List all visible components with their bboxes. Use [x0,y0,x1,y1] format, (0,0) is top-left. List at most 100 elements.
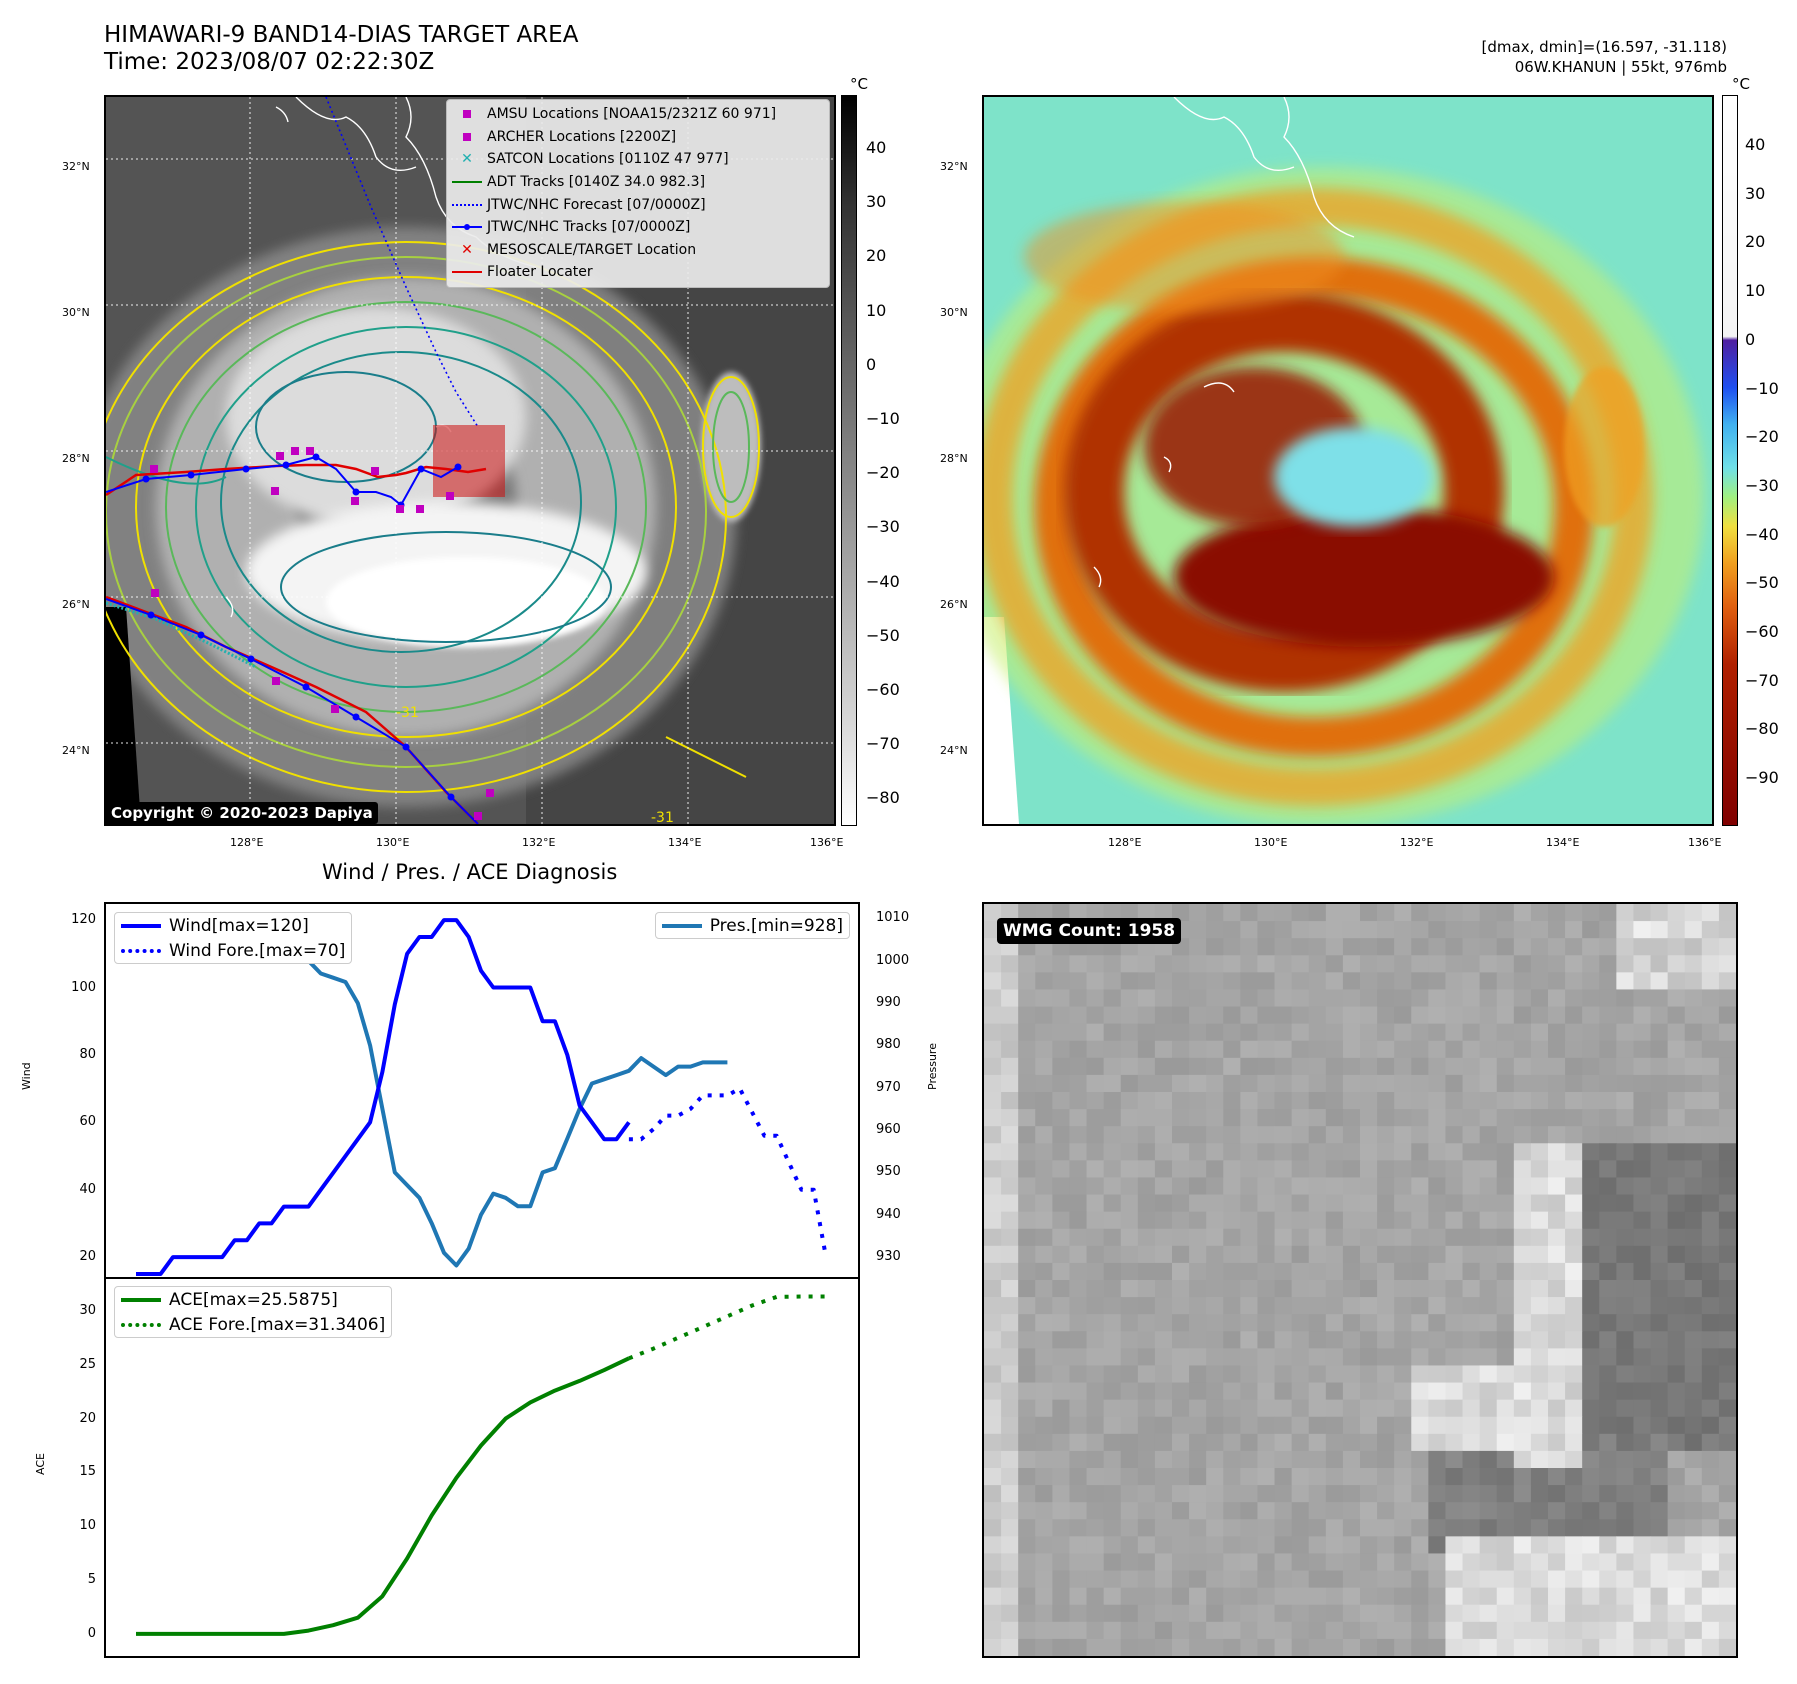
color-colorbar-tick: −40 [1745,524,1779,544]
color-colorbar-tick: 0 [1745,329,1756,349]
ace-tick: 5 [87,1572,96,1588]
color-colorbar-tick: 10 [1745,281,1766,301]
legend-entry-jtwc-forecast: JTWC/NHC Forecast [07/0000Z] [447,193,829,216]
line-marker-icon [447,271,487,274]
legend-label: SATCON Locations [0110Z 47 977] [487,151,729,168]
ace-max-line [136,1356,630,1636]
pressure-tick: 1000 [876,952,910,968]
legend-label: Pres.[min=928] [709,915,843,936]
ir-colorbar-tick: 30 [866,192,887,212]
pressure-legend: Pres.[min=928] [654,912,850,939]
ir-colorbar-tick: 40 [866,138,887,157]
diagnosis-chart[interactable]: Wind[max=120] Wind Fore.[max=70] Pres.[m… [104,902,860,1658]
wmg-count-label: WMG Count: 1958 [997,918,1182,944]
ir-colorbar-tick: −80 [866,788,900,808]
legend-label: JTWC/NHC Tracks [07/0000Z] [487,219,691,236]
time-label: Time: 2023/08/07 02:22:30Z [104,49,435,75]
legend-label: MESOSCALE/TARGET Location [487,241,697,258]
line-marker-icon [447,181,487,184]
legend-entry-satcon: ✕ SATCON Locations [0110Z 47 977] [447,148,829,171]
color-colorbar-tick: −10 [1745,378,1779,398]
color-colorbar-tick: −60 [1745,622,1779,641]
ir-satellite-map[interactable]: -31 -31 AMSU Locations [NOAA15/2321Z 60 … [104,95,836,826]
color-lon-label: 128°E [1108,836,1142,849]
color-lat-label: 32°N [940,160,968,173]
color-colorbar-tick: 20 [1745,232,1766,252]
wmg-panel[interactable]: WMG Count: 1958 [982,902,1738,1658]
legend-label: ARCHER Locations [2200Z] [487,128,677,145]
ir-lon-label: 134°E [668,836,702,849]
legend-entry-adt: ADT Tracks [0140Z 34.0 982.3] [447,171,829,194]
ir-lat-label: 28°N [62,452,90,465]
main-title: HIMAWARI-9 BAND14-DIAS TARGET AREA [104,22,579,48]
svg-text:-31: -31 [651,810,674,824]
legend-label: AMSU Locations [NOAA15/2321Z 60 971] [487,106,777,123]
color-lat-label: 26°N [940,598,968,611]
ir-lon-label: 130°E [376,836,410,849]
ir-lat-label: 30°N [62,306,90,319]
solid-line-icon [121,923,161,928]
dmax-dmin-label: [dmax, dmin]=(16.597, -31.118) [1481,38,1727,56]
ir-map-legend: AMSU Locations [NOAA15/2321Z 60 971] ARC… [446,99,830,288]
color-colorbar-tick: 40 [1745,135,1766,154]
legend-entry-wind-fore: Wind Fore.[max=70] [115,938,351,963]
ir-lat-label: 26°N [62,598,90,611]
legend-label: JTWC/NHC Forecast [07/0000Z] [487,196,706,213]
ace-series [136,1294,826,1636]
wind-axis-label: Wind [20,1062,33,1090]
legend-entry-pressure: Pres.[min=928] [656,913,849,938]
legend-entry-floater: Floater Locater [447,261,829,284]
ace-axis-label: ACE [34,1453,47,1475]
color-colorbar-unit: °C [1732,75,1750,93]
legend-label: ACE Fore.[max=31.3406] [169,1314,386,1335]
ace-tick: 0 [87,1625,96,1641]
diagnosis-title: Wind / Pres. / ACE Diagnosis [322,860,618,884]
ir-colorbar-tick: −30 [866,517,900,537]
x-marker-icon: ✕ [461,151,473,168]
color-colorbar-tick: 30 [1745,183,1766,203]
legend-entry-ace-fore: ACE Fore.[max=31.3406] [115,1312,391,1337]
color-lon-label: 136°E [1688,836,1722,849]
solid-line-icon [121,1297,161,1302]
ace-tick: 15 [79,1464,96,1480]
legend-entry-archer: ARCHER Locations [2200Z] [447,126,829,149]
line-dot-marker-icon [447,224,487,231]
pres-min-line [136,924,728,1268]
pressure-tick: 960 [876,1122,901,1138]
ir-colorbar-tick: −60 [866,680,900,699]
enhanced-color-map[interactable] [982,95,1714,826]
ace-tick: 25 [79,1356,96,1372]
color-lat-label: 24°N [940,744,968,757]
color-lon-label: 132°E [1400,836,1434,849]
legend-entry-jtwc-tracks: JTWC/NHC Tracks [07/0000Z] [447,216,829,239]
solid-line-icon [661,923,702,928]
legend-entry-wind: Wind[max=120] [115,913,351,938]
color-lat-label: 30°N [940,306,968,319]
ir-lat-label: 32°N [62,160,90,173]
ace-fore-max-line [628,1294,826,1361]
legend-label: ACE[max=25.5875] [169,1289,338,1310]
ace-legend: ACE[max=25.5875] ACE Fore.[max=31.3406] [114,1286,393,1338]
color-colorbar-tick: −80 [1745,719,1779,739]
square-marker-icon [447,132,487,141]
wind-series [136,918,828,1276]
wind-tick: 80 [79,1046,96,1062]
legend-entry-amsu: AMSU Locations [NOAA15/2321Z 60 971] [447,103,829,126]
pressure-axis-label: Pressure [926,1043,939,1090]
wmg-grid [984,904,1736,1656]
wind-legend: Wind[max=120] Wind Fore.[max=70] [114,912,353,964]
ir-colorbar-tick: −70 [866,734,900,754]
legend-entry-mesoscale: ✕ MESOSCALE/TARGET Location [447,239,829,262]
color-colorbar-tick: −70 [1745,670,1779,690]
x-marker-icon: ✕ [461,241,473,258]
legend-label: Wind Fore.[max=70] [169,940,346,961]
ir-lon-label: 128°E [230,836,264,849]
ir-lon-label: 132°E [522,836,556,849]
ir-lat-label: 24°N [62,744,90,757]
pressure-tick: 1010 [876,910,910,926]
wind-tick: 100 [71,979,96,995]
legend-label: Wind[max=120] [169,915,309,936]
pressure-tick: 970 [876,1079,901,1095]
color-colorbar-tick: −30 [1745,475,1779,495]
ir-colorbar-tick: −10 [866,409,900,428]
